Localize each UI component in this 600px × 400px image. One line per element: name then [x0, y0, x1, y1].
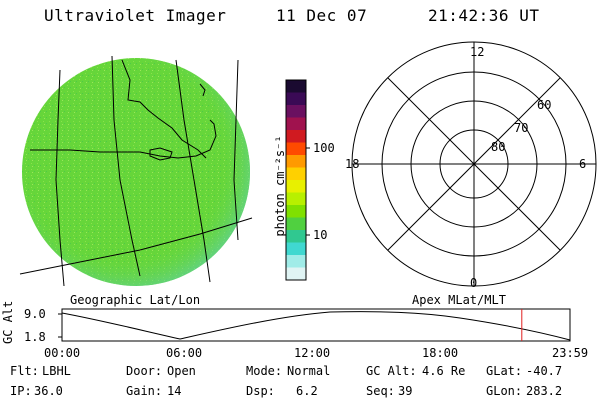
polar-diagonal-2	[387, 77, 561, 251]
timeline-panel	[58, 308, 571, 342]
color-bar-frame	[285, 79, 307, 281]
color-bar-label-10: 10	[313, 228, 328, 242]
status-ip-label: IP:	[10, 384, 32, 398]
polar-caption: Apex MLat/MLT	[412, 293, 506, 307]
time-label: 21:42:36 UT	[428, 6, 540, 25]
color-bar-unit-label: photon cm⁻²s⁻¹	[273, 135, 287, 237]
color-bar-segment	[286, 130, 306, 143]
altitude-curve	[61, 311, 571, 341]
timeline-xlabel-2359: 23:59	[552, 346, 589, 360]
status-glon-value: 283.2	[526, 384, 563, 398]
status-seq-value: 39	[398, 384, 413, 398]
status-glat-label: GLat:	[486, 364, 523, 378]
status-mode-value: Normal	[287, 364, 331, 378]
status-gain-label: Gain:	[126, 384, 163, 398]
mlat-label-60: 60	[537, 98, 552, 112]
color-bar-segment	[286, 167, 306, 181]
status-gcalt-label: GC Alt:	[366, 364, 417, 378]
status-flt-value: LBHL	[42, 364, 71, 378]
status-seq-label: Seq:	[366, 384, 395, 398]
color-bar-segment	[286, 117, 306, 131]
color-bar-segment	[286, 105, 306, 118]
timeline-xlabel-0000: 00:00	[44, 346, 81, 360]
color-bar-label-100: 100	[313, 141, 335, 155]
timeline-axis-label: GC Alt	[1, 300, 15, 344]
status-door-label: Door:	[126, 364, 163, 378]
mlt-label-0: 0	[470, 276, 478, 290]
color-bar-segment	[286, 230, 306, 243]
color-bar-segment	[286, 92, 306, 106]
color-bar	[286, 80, 306, 281]
status-ip-value: 36.0	[34, 384, 63, 398]
mlat-label-80: 80	[491, 140, 506, 154]
status-glat-value: -40.7	[526, 364, 563, 378]
instrument-title: Ultraviolet Imager	[44, 6, 227, 25]
color-bar-segment	[286, 267, 306, 281]
timeline-xlabel-1200: 12:00	[294, 346, 331, 360]
color-bar-segment	[286, 205, 306, 218]
geo-caption: Geographic Lat/Lon	[70, 293, 201, 307]
status-mode-label: Mode:	[246, 364, 283, 378]
timeline-frame	[61, 308, 571, 342]
lat-lon-grid	[19, 55, 253, 287]
color-bar-segment	[286, 180, 306, 193]
color-bar-segment	[286, 80, 306, 93]
coastlines	[30, 59, 217, 161]
status-door-value: Open	[167, 364, 196, 378]
mlat-label-70: 70	[514, 121, 529, 135]
polar-plot	[351, 41, 597, 287]
disc-edge-shading	[22, 58, 250, 286]
status-glon-label: GLon:	[486, 384, 523, 398]
color-bar-segment	[286, 142, 306, 156]
timeline-xlabel-0600: 06:00	[166, 346, 203, 360]
status-gcalt-value: 4.6 Re	[422, 364, 466, 378]
timeline-xlabel-1800: 18:00	[422, 346, 459, 360]
status-gain-value: 14	[167, 384, 182, 398]
status-dsp-label: Dsp:	[246, 384, 275, 398]
mlt-label-18: 18	[345, 157, 360, 171]
color-bar-segment	[286, 217, 306, 231]
mlt-label-6: 6	[579, 157, 587, 171]
status-dsp-value: 6.2	[296, 384, 318, 398]
color-bar-segment	[286, 192, 306, 206]
timeline-ylabel-bottom: 1.8	[24, 330, 46, 344]
mlt-label-12: 12	[470, 45, 485, 59]
color-bar-segment	[286, 155, 306, 168]
status-flt-label: Flt:	[10, 364, 39, 378]
color-bar-segment	[286, 242, 306, 256]
timeline-ylabel-top: 9.0	[24, 307, 46, 321]
color-bar-segment	[286, 255, 306, 268]
date-label: 11 Dec 07	[276, 6, 368, 25]
geo-globe	[19, 55, 253, 287]
